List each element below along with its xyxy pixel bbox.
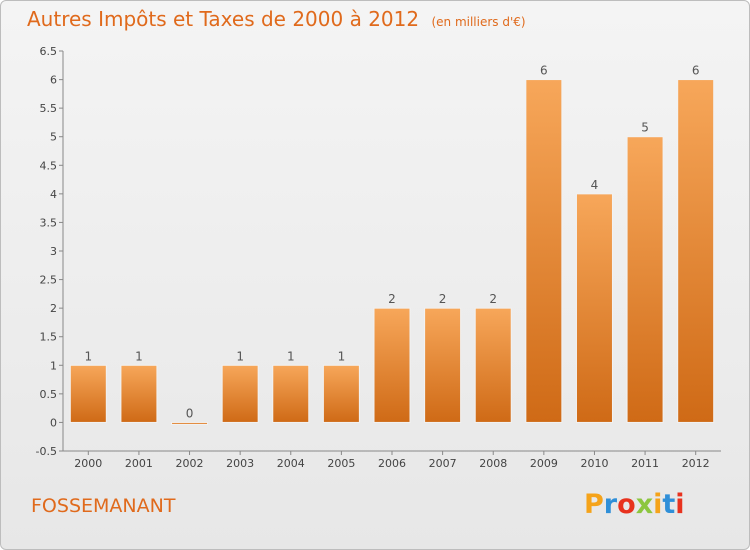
bar[interactable] bbox=[69, 364, 107, 423]
y-tick-label: 5 bbox=[50, 131, 57, 144]
y-tick-label: -0.5 bbox=[36, 445, 57, 458]
x-tick-label: 2004 bbox=[277, 457, 305, 470]
x-tick-label: 2008 bbox=[479, 457, 507, 470]
data-label: 2 bbox=[439, 292, 447, 306]
logo-letter: t bbox=[662, 489, 676, 520]
chart-title-text: Autres Impôts et Taxes de 2000 à 2012 bbox=[27, 7, 420, 31]
x-tick-label: 2006 bbox=[378, 457, 406, 470]
bar[interactable] bbox=[120, 364, 158, 423]
bar[interactable] bbox=[575, 193, 613, 423]
y-tick-label: 0 bbox=[50, 416, 57, 429]
x-tick-label: 2010 bbox=[580, 457, 608, 470]
y-tick-label: 3.5 bbox=[40, 216, 58, 229]
y-tick-label: 5.5 bbox=[40, 102, 58, 115]
y-tick-label: 2 bbox=[50, 302, 57, 315]
bar[interactable] bbox=[474, 307, 512, 423]
proxiti-logo[interactable]: Proxiti bbox=[584, 489, 685, 520]
data-label: 2 bbox=[388, 292, 396, 306]
y-tick-label: 0.5 bbox=[40, 388, 58, 401]
chart-title: Autres Impôts et Taxes de 2000 à 2012 (e… bbox=[27, 7, 526, 31]
y-tick-label: 1 bbox=[50, 359, 57, 372]
logo-letter: o bbox=[617, 489, 636, 520]
y-tick-label: 1.5 bbox=[40, 331, 58, 344]
x-tick-label: 2002 bbox=[176, 457, 204, 470]
bar[interactable] bbox=[626, 136, 664, 423]
x-tick-label: 2001 bbox=[125, 457, 153, 470]
data-label: 1 bbox=[236, 349, 244, 363]
data-label: 1 bbox=[135, 349, 143, 363]
bar[interactable] bbox=[322, 364, 360, 423]
bar[interactable] bbox=[373, 307, 411, 423]
y-tick-label: 6.5 bbox=[40, 45, 58, 58]
x-tick-label: 2009 bbox=[530, 457, 558, 470]
data-label: 5 bbox=[641, 121, 649, 135]
logo-letter: x bbox=[635, 489, 654, 520]
x-tick-label: 2007 bbox=[429, 457, 457, 470]
data-label: 6 bbox=[540, 64, 548, 78]
y-tick-label: 3 bbox=[50, 245, 57, 258]
commune-name: FOSSEMANANT bbox=[31, 495, 176, 517]
logo-letter: r bbox=[603, 489, 618, 520]
x-tick-label: 2012 bbox=[682, 457, 710, 470]
data-label: 1 bbox=[338, 349, 346, 363]
bar[interactable] bbox=[171, 421, 209, 425]
logo-letter: i bbox=[653, 489, 663, 520]
y-tick-label: 4 bbox=[50, 188, 57, 201]
data-label: 1 bbox=[84, 349, 92, 363]
data-label: 6 bbox=[692, 64, 700, 78]
x-tick-label: 2000 bbox=[74, 457, 102, 470]
x-tick-label: 2011 bbox=[631, 457, 659, 470]
bar[interactable] bbox=[272, 364, 310, 423]
data-label: 0 bbox=[186, 406, 194, 420]
y-tick-label: 4.5 bbox=[40, 159, 58, 172]
bar[interactable] bbox=[424, 307, 462, 423]
x-tick-label: 2003 bbox=[226, 457, 254, 470]
y-tick-label: 2.5 bbox=[40, 274, 58, 287]
data-label: 4 bbox=[591, 178, 599, 192]
data-label: 2 bbox=[489, 292, 497, 306]
bar[interactable] bbox=[677, 79, 715, 423]
x-tick-label: 2005 bbox=[327, 457, 355, 470]
chart-subtitle: (en milliers d'€) bbox=[431, 15, 526, 29]
logo-letter: P bbox=[584, 489, 604, 520]
bar[interactable] bbox=[525, 79, 563, 423]
logo-letter: i bbox=[675, 489, 685, 520]
data-label: 1 bbox=[287, 349, 295, 363]
y-tick-label: 6 bbox=[50, 74, 57, 87]
bar[interactable] bbox=[221, 364, 259, 423]
